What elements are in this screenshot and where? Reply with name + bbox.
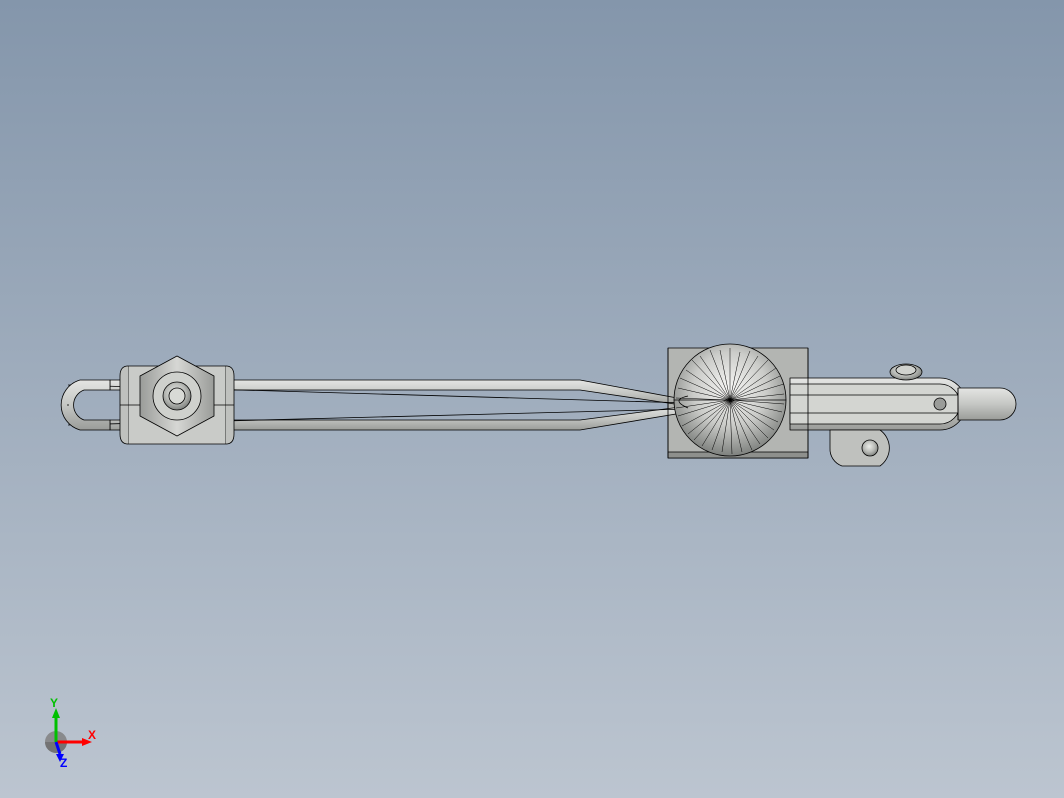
- axis-triad[interactable]: X Y Z: [30, 698, 100, 768]
- cad-viewport[interactable]: X Y Z: [0, 0, 1064, 798]
- right-lower-lug: [830, 430, 889, 466]
- axis-y-label: Y: [50, 696, 58, 710]
- model-canvas[interactable]: [0, 0, 1064, 798]
- axis-x-label: X: [88, 728, 96, 742]
- axis-z-label: Z: [60, 756, 67, 770]
- center-dome: [674, 344, 786, 456]
- right-pivot-bolt: [890, 364, 922, 380]
